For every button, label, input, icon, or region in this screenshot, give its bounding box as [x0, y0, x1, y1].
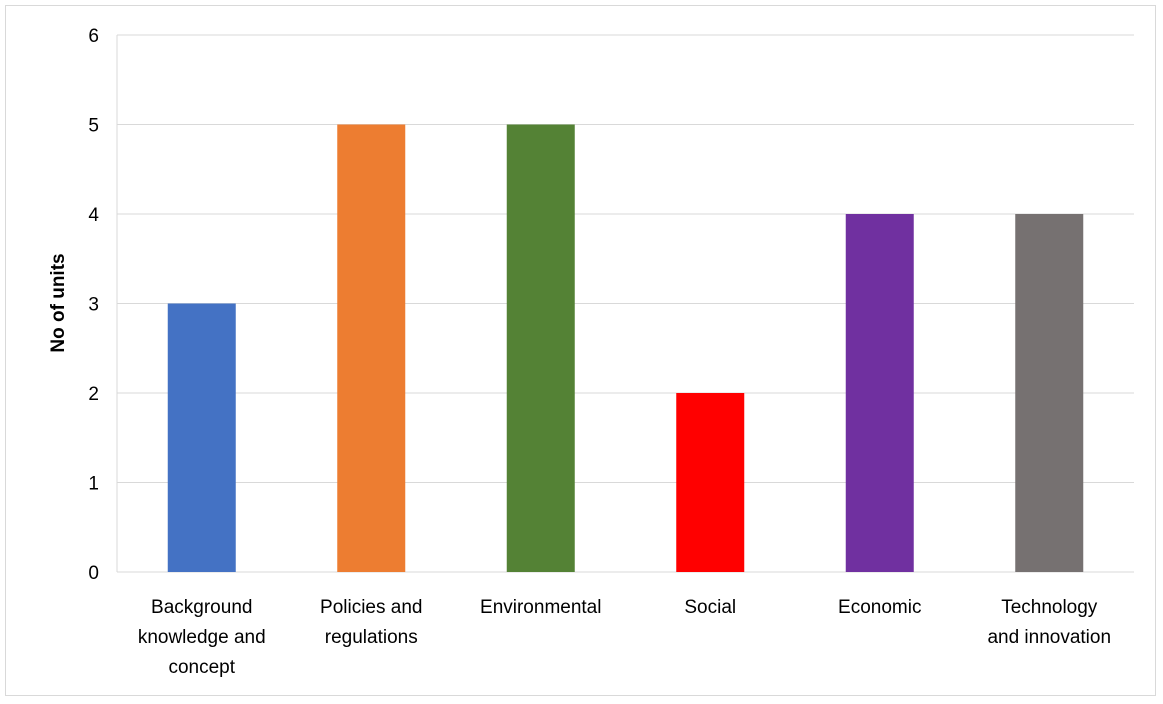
y-tick-label: 6 [88, 26, 99, 47]
x-tick-label: Social [684, 597, 736, 618]
x-tick-label: Economic [838, 597, 921, 618]
bar [676, 393, 745, 572]
y-tick-layer: 0 1 2 3 4 5 6 [88, 26, 99, 584]
x-tick-label: Technology and innovation [987, 597, 1111, 648]
bar [1015, 214, 1084, 572]
bar [506, 124, 575, 572]
x-tick-label: Environmental [480, 597, 601, 618]
y-tick-label: 0 [88, 563, 99, 584]
bar [845, 214, 914, 572]
y-tick-label: 3 [88, 295, 99, 316]
y-tick-label: 2 [88, 384, 99, 405]
bar [337, 124, 406, 572]
y-axis-label: No of units [48, 253, 69, 352]
bar [167, 303, 236, 572]
y-tick-label: 4 [88, 205, 99, 226]
grid-layer [116, 34, 1134, 573]
x-tick-label: Policies and regulations [320, 597, 422, 648]
y-tick-label: 5 [88, 116, 99, 137]
y-tick-label: 1 [88, 474, 99, 495]
x-tick-label: Background knowledge and concept [138, 597, 266, 678]
bar-layer [167, 124, 1084, 572]
x-tick-layer: Background knowledge and concept Policies a… [138, 597, 1111, 678]
